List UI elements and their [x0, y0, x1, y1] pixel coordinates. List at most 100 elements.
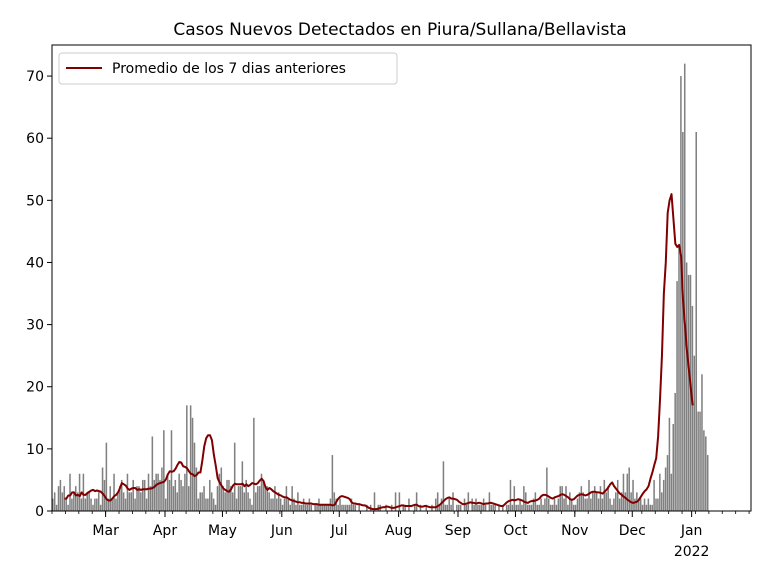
bar — [337, 504, 339, 511]
bar — [509, 479, 512, 511]
bar — [599, 486, 602, 511]
bar — [220, 467, 223, 511]
bar — [615, 492, 617, 511]
bar — [143, 479, 146, 511]
bar — [632, 479, 634, 511]
bar — [90, 498, 92, 511]
bar — [180, 479, 182, 511]
bar — [415, 492, 418, 511]
bar — [664, 467, 667, 511]
bar — [138, 486, 140, 511]
bar — [546, 467, 548, 511]
bar — [276, 498, 278, 511]
bar — [457, 504, 460, 511]
bar — [479, 504, 481, 511]
bar — [639, 498, 642, 511]
x-tick-label: Nov — [561, 523, 588, 539]
bar — [532, 498, 535, 511]
bar — [101, 467, 104, 511]
bar — [705, 436, 707, 511]
bar — [341, 504, 343, 511]
bar — [569, 492, 571, 511]
bar — [595, 492, 598, 511]
bar — [295, 504, 297, 511]
bar — [574, 504, 577, 511]
bar — [300, 504, 303, 511]
bar — [277, 492, 280, 511]
bar — [687, 274, 690, 511]
bar — [107, 498, 110, 511]
bar — [134, 498, 136, 511]
bar — [651, 504, 653, 511]
bar — [226, 479, 228, 511]
bar — [203, 486, 205, 511]
bar — [456, 504, 458, 511]
bar — [435, 498, 437, 511]
bar — [99, 504, 102, 511]
bar — [678, 243, 680, 511]
bar — [540, 498, 542, 511]
bar — [92, 504, 94, 511]
bar — [304, 504, 307, 511]
bar — [680, 76, 682, 511]
bar — [291, 486, 293, 511]
bar — [136, 486, 138, 511]
bar — [122, 492, 125, 511]
bar — [266, 486, 269, 511]
bar — [189, 405, 192, 511]
bar — [588, 479, 590, 511]
y-tick-label: 40 — [26, 255, 44, 271]
bar — [184, 473, 186, 511]
bar — [440, 498, 443, 511]
bar — [618, 498, 621, 511]
bar — [145, 498, 148, 511]
bar — [628, 467, 630, 511]
bar — [513, 486, 516, 511]
bar — [279, 498, 282, 511]
bar — [593, 486, 596, 511]
plot-frame — [51, 44, 752, 512]
bar — [670, 473, 673, 511]
bar-series — [52, 63, 709, 512]
bar — [685, 262, 688, 511]
bar — [314, 504, 316, 511]
bar — [310, 504, 313, 511]
bar — [63, 486, 66, 511]
bar — [366, 504, 368, 511]
bar — [706, 455, 709, 511]
bar — [676, 281, 678, 511]
bar — [655, 498, 657, 511]
bar — [586, 498, 588, 511]
bar — [140, 492, 142, 511]
bar — [691, 305, 694, 511]
bar — [578, 492, 581, 511]
bar — [373, 492, 376, 511]
bar — [153, 479, 156, 511]
bar — [241, 461, 244, 511]
bar — [517, 504, 519, 511]
bar — [580, 486, 583, 511]
bar — [475, 498, 477, 511]
bar — [166, 473, 169, 511]
bar — [459, 504, 462, 511]
bar — [570, 498, 573, 511]
bar — [320, 504, 322, 511]
y-tick-label: 50 — [26, 193, 44, 209]
bar — [67, 504, 69, 511]
bar — [490, 504, 493, 511]
bar — [105, 442, 108, 511]
bar — [264, 486, 267, 511]
bar — [65, 498, 67, 511]
bar — [567, 504, 569, 511]
bar — [653, 479, 655, 511]
bar — [616, 479, 619, 511]
bar — [492, 504, 494, 511]
bar — [385, 504, 387, 511]
bar — [161, 467, 163, 511]
bar — [237, 486, 240, 511]
bar — [701, 374, 703, 511]
bar — [59, 479, 62, 511]
bar — [613, 498, 615, 511]
bar — [251, 504, 253, 511]
bar — [272, 498, 274, 511]
